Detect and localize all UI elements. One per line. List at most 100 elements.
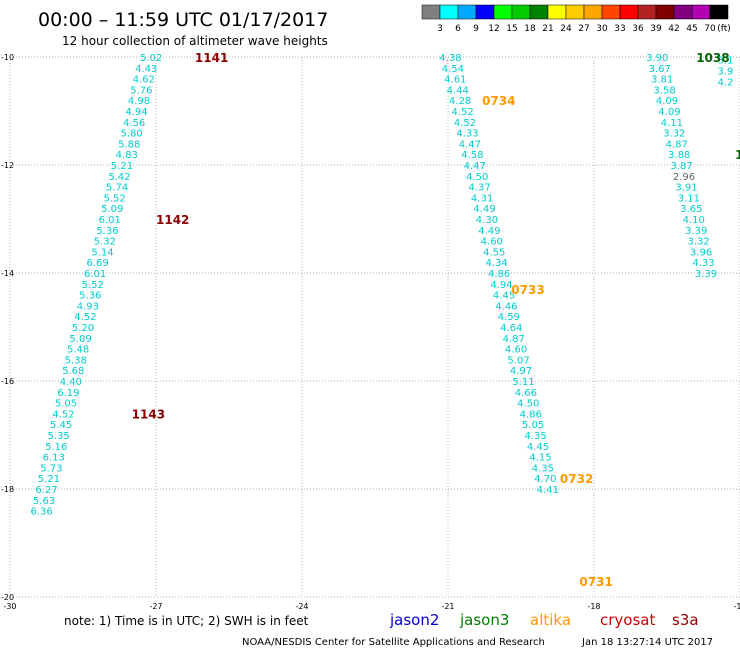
y-tick-label: -10 bbox=[1, 53, 14, 62]
y-tick-labels: -10 -12 -14 -16 -18 -20 bbox=[1, 53, 14, 602]
data-point: 4.93 bbox=[77, 301, 99, 312]
colorbar-swatch bbox=[511, 4, 531, 20]
colorbar-label: 18 bbox=[524, 24, 536, 34]
pass-time-label: 0731 bbox=[579, 575, 612, 589]
data-point: 5.11 bbox=[512, 377, 534, 388]
pass-time-label: 1141 bbox=[195, 51, 228, 65]
data-point: 4.52 bbox=[451, 107, 473, 118]
data-point: 3.90 bbox=[646, 53, 668, 64]
data-point: 4.86 bbox=[488, 269, 510, 280]
colorbar-label: 36 bbox=[632, 24, 644, 34]
data-point: 3.67 bbox=[649, 64, 671, 75]
data-point: 6.69 bbox=[86, 258, 108, 269]
data-point: 4.31 bbox=[471, 193, 493, 204]
data-point: 6.01 bbox=[84, 269, 106, 280]
data-point: 3.58 bbox=[653, 85, 675, 96]
data-point: 6.13 bbox=[43, 453, 65, 464]
data-point: 5.48 bbox=[67, 345, 89, 356]
data-point: 3.65 bbox=[680, 204, 702, 215]
data-point: 2.96 bbox=[673, 172, 695, 183]
x-tick-label: -15 bbox=[733, 602, 740, 611]
colorbar-swatch bbox=[457, 4, 477, 20]
data-point: 5.07 bbox=[507, 355, 529, 366]
y-tick-label: -14 bbox=[1, 269, 14, 278]
data-point: 4.33 bbox=[456, 129, 478, 140]
data-point: 5.09 bbox=[101, 204, 123, 215]
y-tick-label: -12 bbox=[1, 161, 14, 170]
data-point: 4.46 bbox=[495, 301, 517, 312]
colorbar-swatch bbox=[475, 4, 495, 20]
data-point: 4.43 bbox=[135, 64, 157, 75]
data-point: 4.66 bbox=[515, 388, 537, 399]
colorbar-label: 12 bbox=[488, 24, 499, 34]
data-point: 5.80 bbox=[121, 129, 143, 140]
data-point: 3.32 bbox=[663, 129, 685, 140]
data-point: 5.76 bbox=[130, 85, 152, 96]
colorbar-swatch bbox=[529, 4, 549, 20]
data-point: 4.60 bbox=[481, 237, 503, 248]
data-point: 3.91 bbox=[675, 183, 697, 194]
data-point: 4.49 bbox=[478, 226, 500, 237]
colorbar-swatch bbox=[655, 4, 675, 20]
pass-time-label: 0734 bbox=[482, 94, 515, 108]
footer-credit: NOAA/NESDIS Center for Satellite Applica… bbox=[242, 637, 545, 648]
colorbar-label: 3 bbox=[437, 24, 443, 34]
x-tick-label: -21 bbox=[441, 602, 454, 611]
data-point: 3.9 bbox=[717, 67, 733, 78]
data-point: 4.41 bbox=[537, 485, 559, 496]
data-point: 3.39 bbox=[695, 269, 717, 280]
colorbar-label: 45 bbox=[686, 24, 697, 34]
colorbar-label: 42 bbox=[668, 24, 679, 34]
data-point: 4.70 bbox=[534, 474, 556, 485]
pass-time-label: 1142 bbox=[156, 213, 189, 227]
y-tick-label: -20 bbox=[1, 593, 14, 602]
data-point: 4.09 bbox=[658, 107, 680, 118]
grid-lines bbox=[9, 56, 740, 598]
data-point: 4.52 bbox=[52, 409, 74, 420]
data-point: 5.21 bbox=[111, 161, 133, 172]
data-point: 5.20 bbox=[72, 323, 94, 334]
data-point: 5.38 bbox=[65, 355, 87, 366]
data-point: 5.52 bbox=[82, 280, 104, 291]
colorbar-label: 21 bbox=[542, 24, 553, 34]
data-point: 5.42 bbox=[108, 172, 130, 183]
data-point: 5.14 bbox=[91, 247, 113, 258]
data-point: 4.58 bbox=[461, 150, 483, 161]
data-point: 4.94 bbox=[490, 280, 512, 291]
data-point: 3.87 bbox=[670, 161, 692, 172]
chart-subtitle: 12 hour collection of altimeter wave hei… bbox=[62, 34, 328, 48]
legend-entry-altika: altika bbox=[530, 611, 571, 629]
data-point: 3.96 bbox=[690, 247, 712, 258]
colorbar-label: 15 bbox=[506, 24, 517, 34]
footer-timestamp: Jan 18 13:27:14 UTC 2017 bbox=[581, 637, 713, 648]
data-point: 5.73 bbox=[40, 463, 62, 474]
data-point: 4.40 bbox=[60, 377, 82, 388]
data-point: 4.34 bbox=[486, 258, 508, 269]
colorbar-label: 33 bbox=[614, 24, 625, 34]
data-point: 4.97 bbox=[510, 366, 532, 377]
pass-time-label: 103 bbox=[735, 148, 740, 162]
data-point: 5.88 bbox=[118, 139, 140, 150]
colorbar-label: 24 bbox=[560, 24, 572, 34]
data-point: 4.54 bbox=[442, 64, 464, 75]
data-point: 4.87 bbox=[666, 139, 688, 150]
data-point: 4.28 bbox=[449, 96, 471, 107]
data-point: 5.21 bbox=[38, 474, 60, 485]
data-point: 4.11 bbox=[661, 118, 683, 129]
colorbar-swatch bbox=[601, 4, 621, 20]
colorbar-swatch bbox=[493, 4, 513, 20]
data-point: 4.47 bbox=[459, 139, 481, 150]
data-points: 5.024.434.625.764.984.944.565.805.884.83… bbox=[31, 53, 734, 518]
data-point: 4.33 bbox=[692, 258, 714, 269]
data-point: 6.19 bbox=[57, 388, 79, 399]
data-point: 4.52 bbox=[74, 312, 96, 323]
colorbar-label: 27 bbox=[578, 24, 589, 34]
legend-entry-cryosat: cryosat bbox=[600, 611, 655, 629]
colorbar-swatch bbox=[637, 4, 657, 20]
data-point: 5.16 bbox=[45, 442, 67, 453]
legend-entry-jason2: jason2 bbox=[389, 611, 439, 629]
data-point: 4.47 bbox=[464, 161, 486, 172]
data-point: 4.59 bbox=[498, 312, 520, 323]
legend-entry-jason3: jason3 bbox=[459, 611, 509, 629]
